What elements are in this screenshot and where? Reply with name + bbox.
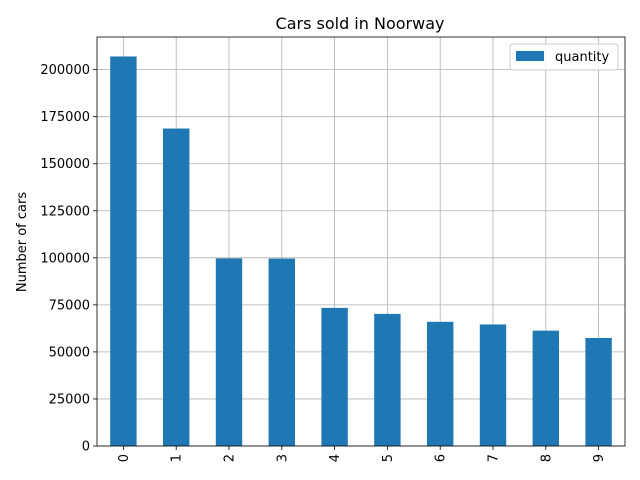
bar — [110, 56, 137, 446]
y-tick-label: 150000 — [40, 157, 90, 172]
x-tick-label: 0 — [117, 454, 132, 462]
plot-frame — [96, 36, 626, 447]
y-tick-label: 200000 — [40, 63, 90, 78]
bar — [321, 307, 348, 446]
bar — [215, 258, 243, 446]
x-tick-label: 6 — [434, 454, 449, 462]
x-tick-label: 4 — [328, 454, 343, 462]
bar — [427, 321, 454, 446]
bar — [585, 337, 612, 446]
y-tick-label: 100000 — [40, 251, 90, 266]
legend-frame — [509, 43, 619, 71]
y-tick-label: 125000 — [40, 204, 90, 219]
bar — [479, 324, 507, 446]
x-tick-label: 9 — [592, 454, 607, 462]
axes-frame — [96, 36, 626, 447]
legend-label: quantity — [555, 50, 610, 65]
bar — [374, 313, 401, 446]
x-tick-label: 1 — [170, 454, 185, 462]
x-tick-label: 8 — [539, 454, 554, 462]
legend-swatch — [516, 51, 544, 61]
y-axis: 0 25000 50000 75000 100000 125000 150000 175000… — [40, 63, 97, 455]
chart-title: Cars sold in Noorway — [276, 14, 445, 33]
bar — [532, 330, 559, 446]
x-tick-label: 7 — [487, 454, 502, 462]
bar — [268, 258, 295, 446]
y-tick-label: 0 — [82, 440, 90, 455]
y-axis-label: Number of cars — [15, 192, 30, 292]
x-tick-label: 2 — [223, 454, 238, 462]
bars — [110, 56, 612, 447]
x-axis: 0 1 2 3 4 5 6 7 8 9 — [117, 446, 607, 462]
bar — [163, 128, 190, 447]
y-tick-label: 175000 — [40, 110, 90, 125]
y-tick-label: 75000 — [49, 298, 90, 313]
legend: quantity — [509, 43, 619, 71]
x-tick-label: 3 — [275, 454, 290, 462]
y-tick-label: 50000 — [49, 345, 90, 360]
y-tick-label: 25000 — [49, 392, 90, 407]
x-tick-label: 5 — [381, 454, 396, 462]
